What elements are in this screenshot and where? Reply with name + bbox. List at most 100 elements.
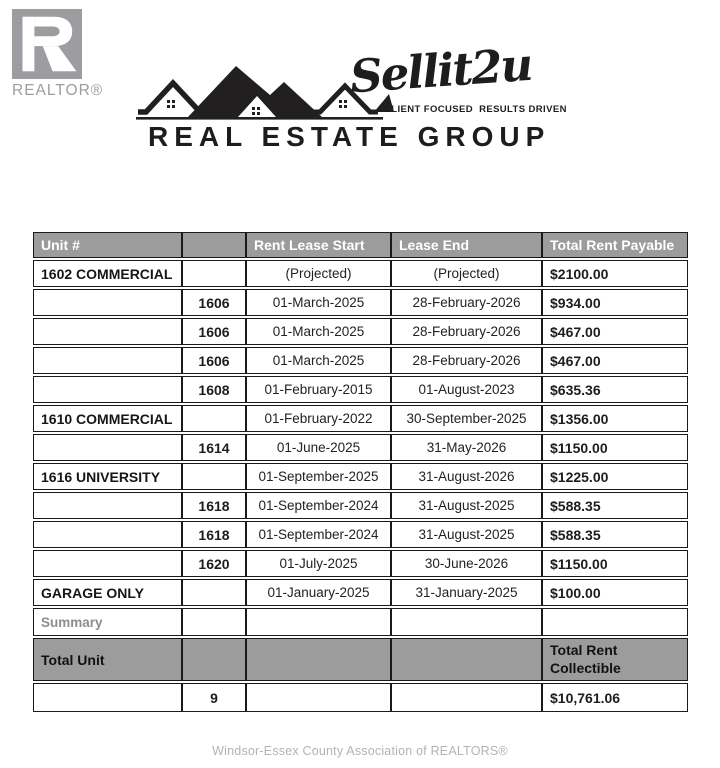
- header-blank: [182, 232, 246, 258]
- table-row: GARAGE ONLY 01-January-2025 31-January-2…: [33, 579, 688, 606]
- table-row: 1618 01-September-2024 31-August-2025 $5…: [33, 521, 688, 548]
- unit-number-cell: [182, 463, 246, 490]
- empty-cell: [391, 608, 542, 636]
- table-row: 1620 01-July-2025 30-June-2026 $1150.00: [33, 550, 688, 577]
- header-unit: Unit #: [33, 232, 182, 258]
- header-lease-start: Rent Lease Start: [246, 232, 391, 258]
- empty-cell: [246, 608, 391, 636]
- unit-number-cell: [182, 579, 246, 606]
- unit-cell: GARAGE ONLY: [33, 579, 182, 606]
- table-header-row: Unit # Rent Lease Start Lease End Total …: [33, 232, 688, 258]
- lease-end-cell: 30-June-2026: [391, 550, 542, 577]
- lease-end-cell: 31-August-2025: [391, 492, 542, 519]
- unit-number-cell: 1606: [182, 318, 246, 345]
- lease-start-cell: 01-July-2025: [246, 550, 391, 577]
- table-row: 1608 01-February-2015 01-August-2023 $63…: [33, 376, 688, 403]
- unit-number-cell: 1618: [182, 492, 246, 519]
- empty-cell: [391, 638, 542, 681]
- unit-number-cell: 1614: [182, 434, 246, 461]
- unit-cell: [33, 521, 182, 548]
- unit-number-cell: [182, 260, 246, 287]
- rent-cell: $1356.00: [542, 405, 688, 432]
- footer-caption: Windsor-Essex County Association of REAL…: [212, 744, 508, 758]
- table-row: 1606 01-March-2025 28-February-2026 $467…: [33, 318, 688, 345]
- brand-logo: Sellit2u CLIENT FOCUSED RESULTS DRIVEN R…: [0, 0, 720, 190]
- table-row: 1614 01-June-2025 31-May-2026 $1150.00: [33, 434, 688, 461]
- total-unit-label: Total Unit: [33, 638, 182, 681]
- lease-end-cell: 30-September-2025: [391, 405, 542, 432]
- brand-group-name: REAL ESTATE GROUP: [148, 121, 551, 152]
- unit-cell: [33, 289, 182, 316]
- unit-cell: 1616 UNIVERSITY: [33, 463, 182, 490]
- unit-number-cell: 1620: [182, 550, 246, 577]
- unit-cell: [33, 318, 182, 345]
- empty-cell: [246, 638, 391, 681]
- total-unit-count: 9: [182, 683, 246, 712]
- unit-number-cell: 1618: [182, 521, 246, 548]
- lease-start-cell: 01-March-2025: [246, 289, 391, 316]
- rent-cell: $2100.00: [542, 260, 688, 287]
- lease-end-cell: 31-May-2026: [391, 434, 542, 461]
- total-header-row: Total Unit Total Rent Collectible: [33, 638, 688, 681]
- realtor-logo: REALTOR®: [12, 8, 122, 100]
- total-rent-amount: $10,761.06: [542, 683, 688, 712]
- header-lease-end: Lease End: [391, 232, 542, 258]
- grand-total-row: 9 $10,761.06: [33, 683, 688, 712]
- unit-cell: [33, 376, 182, 403]
- realtor-wordmark: REALTOR®: [12, 82, 104, 99]
- empty-cell: [391, 683, 542, 712]
- lease-end-cell: (Projected): [391, 260, 542, 287]
- table-row: 1610 COMMERCIAL 01-February-2022 30-Sept…: [33, 405, 688, 432]
- table-row: 1616 UNIVERSITY 01-September-2025 31-Aug…: [33, 463, 688, 490]
- rent-cell: $467.00: [542, 318, 688, 345]
- unit-cell: [33, 347, 182, 374]
- brand-script-text: Sellit2u: [348, 37, 533, 104]
- lease-end-cell: 28-February-2026: [391, 347, 542, 374]
- lease-end-cell: 01-August-2023: [391, 376, 542, 403]
- empty-cell: [33, 683, 182, 712]
- rent-cell: $467.00: [542, 347, 688, 374]
- header-total-rent: Total Rent Payable: [542, 232, 688, 258]
- rent-cell: $1150.00: [542, 550, 688, 577]
- table-row: 1602 COMMERCIAL (Projected) (Projected) …: [33, 260, 688, 287]
- unit-cell: 1602 COMMERCIAL: [33, 260, 182, 287]
- lease-end-cell: 31-January-2025: [391, 579, 542, 606]
- empty-cell: [182, 638, 246, 681]
- rent-cell: $588.35: [542, 492, 688, 519]
- rent-cell: $100.00: [542, 579, 688, 606]
- rent-cell: $1150.00: [542, 434, 688, 461]
- lease-end-cell: 28-February-2026: [391, 289, 542, 316]
- empty-cell: [542, 608, 688, 636]
- unit-number-cell: 1606: [182, 289, 246, 316]
- unit-number-cell: 1606: [182, 347, 246, 374]
- table-row: 1606 01-March-2025 28-February-2026 $934…: [33, 289, 688, 316]
- lease-end-cell: 31-August-2026: [391, 463, 542, 490]
- lease-start-cell: 01-March-2025: [246, 318, 391, 345]
- lease-start-cell: (Projected): [246, 260, 391, 287]
- table-row: 1618 01-September-2024 31-August-2025 $5…: [33, 492, 688, 519]
- unit-cell: [33, 550, 182, 577]
- unit-cell: [33, 492, 182, 519]
- brand-tagline: CLIENT FOCUSED RESULTS DRIVEN: [384, 104, 567, 115]
- unit-number-cell: 1608: [182, 376, 246, 403]
- table-row: 1606 01-March-2025 28-February-2026 $467…: [33, 347, 688, 374]
- houses-icon: [136, 66, 394, 120]
- lease-start-cell: 01-June-2025: [246, 434, 391, 461]
- total-rent-collectible-label: Total Rent Collectible: [542, 638, 688, 681]
- rent-cell: $635.36: [542, 376, 688, 403]
- rent-cell: $588.35: [542, 521, 688, 548]
- unit-cell: 1610 COMMERCIAL: [33, 405, 182, 432]
- lease-start-cell: 01-February-2022: [246, 405, 391, 432]
- lease-start-cell: 01-September-2024: [246, 492, 391, 519]
- lease-end-cell: 28-February-2026: [391, 318, 542, 345]
- summary-label: Summary: [33, 608, 182, 636]
- unit-number-cell: [182, 405, 246, 432]
- lease-start-cell: 01-September-2025: [246, 463, 391, 490]
- empty-cell: [246, 683, 391, 712]
- lease-start-cell: 01-January-2025: [246, 579, 391, 606]
- unit-cell: [33, 434, 182, 461]
- rent-cell: $1225.00: [542, 463, 688, 490]
- empty-cell: [182, 608, 246, 636]
- lease-start-cell: 01-February-2015: [246, 376, 391, 403]
